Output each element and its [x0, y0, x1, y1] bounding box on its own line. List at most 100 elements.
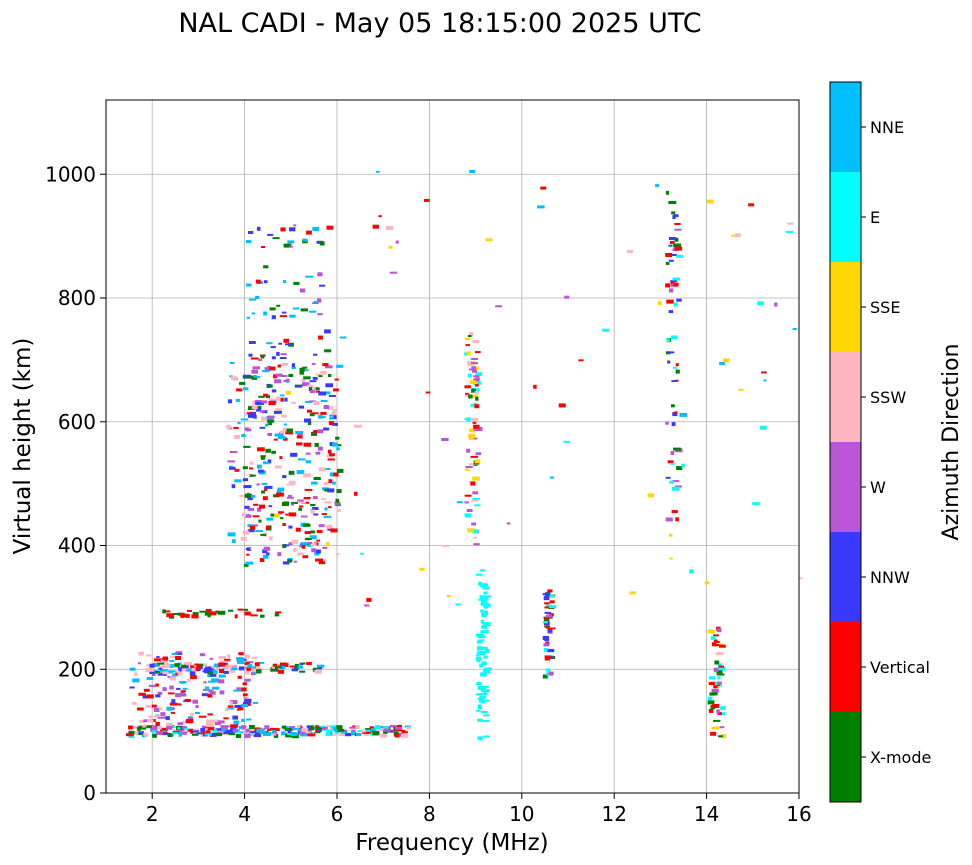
echo-mark — [274, 433, 281, 437]
echo-mark — [169, 660, 175, 662]
echo-mark — [291, 539, 299, 544]
echo-mark — [243, 608, 249, 611]
echo-mark — [213, 663, 220, 668]
echo-mark — [289, 665, 298, 668]
echo-mark — [134, 672, 138, 676]
echo-mark — [295, 385, 303, 387]
echo-mark — [180, 690, 185, 695]
echo-mark — [328, 405, 334, 410]
echo-mark — [306, 662, 312, 665]
echo-mark — [247, 507, 255, 511]
echo-mark — [484, 648, 490, 653]
echo-mark — [288, 480, 296, 485]
echo-mark — [218, 679, 225, 684]
echo-mark — [280, 375, 288, 377]
echo-mark — [329, 442, 335, 447]
echo-mark — [543, 643, 550, 647]
echo-mark — [279, 666, 283, 669]
echo-mark — [349, 726, 356, 729]
echo-mark — [257, 358, 263, 361]
echo-mark — [156, 731, 163, 735]
echo-mark — [279, 456, 283, 460]
echo-mark — [210, 611, 217, 616]
echo-mark — [203, 668, 212, 672]
echo-mark — [256, 226, 261, 231]
echo-mark — [391, 730, 396, 734]
echo-mark — [666, 338, 670, 343]
echo-mark — [157, 672, 163, 676]
echo-mark — [303, 473, 312, 478]
echo-mark — [234, 468, 240, 472]
echo-mark — [276, 351, 280, 356]
echo-mark — [291, 501, 298, 504]
echo-mark — [162, 656, 169, 661]
echo-mark — [480, 569, 486, 572]
echo-mark — [262, 370, 270, 373]
echo-mark — [173, 613, 181, 615]
echo-mark — [224, 708, 229, 712]
x-tick-label: 8 — [423, 802, 436, 826]
echo-mark — [544, 621, 549, 626]
echo-mark — [719, 712, 726, 716]
echo-mark — [233, 720, 240, 725]
echo-mark — [303, 523, 311, 527]
echo-mark — [713, 719, 721, 722]
echo-mark — [244, 654, 250, 659]
echo-mark — [276, 492, 284, 497]
echo-mark — [311, 431, 317, 436]
echo-mark — [207, 713, 213, 716]
echo-mark — [243, 563, 249, 567]
echo-mark — [668, 310, 674, 314]
echo-mark — [299, 733, 308, 737]
echo-mark — [707, 629, 715, 634]
echo-mark — [674, 411, 678, 415]
echo-mark — [230, 728, 236, 733]
echo-mark — [466, 417, 471, 422]
echo-mark — [673, 243, 681, 248]
echo-mark — [319, 284, 326, 287]
echo-mark — [311, 412, 319, 415]
echo-mark — [477, 685, 483, 690]
echo-mark — [472, 340, 480, 343]
echo-mark — [244, 678, 251, 682]
echo-mark — [249, 728, 256, 732]
echo-mark — [317, 429, 324, 434]
echo-mark — [195, 705, 199, 709]
echo-mark — [230, 724, 239, 728]
echo-mark — [302, 238, 308, 242]
echo-mark — [259, 558, 265, 562]
echo-mark — [332, 726, 338, 731]
echo-mark — [322, 546, 328, 549]
echo-mark — [478, 581, 483, 586]
echo-mark — [321, 498, 326, 501]
echo-mark — [171, 707, 175, 711]
echo-mark — [330, 528, 338, 533]
echo-mark — [361, 731, 370, 734]
echo-mark — [244, 666, 252, 669]
echo-mark — [318, 391, 326, 396]
echo-mark — [329, 414, 334, 417]
echo-mark — [273, 374, 278, 379]
echo-mark — [279, 431, 284, 436]
echo-mark — [323, 468, 331, 470]
echo-mark — [279, 517, 284, 520]
echo-mark — [192, 699, 198, 704]
echo-mark — [719, 361, 726, 365]
echo-mark — [675, 379, 679, 382]
echo-mark — [162, 730, 167, 733]
echo-mark — [757, 301, 764, 306]
echo-mark — [187, 679, 191, 682]
echo-mark — [272, 237, 280, 240]
echo-mark — [287, 732, 292, 736]
echo-mark — [305, 275, 313, 278]
echo-mark — [328, 421, 335, 426]
echo-mark — [184, 728, 189, 730]
echo-mark — [299, 663, 304, 666]
echo-mark — [285, 513, 289, 516]
echo-mark — [297, 727, 304, 732]
echo-mark — [310, 504, 316, 506]
echo-mark — [200, 733, 204, 737]
echo-mark — [357, 730, 362, 732]
echo-mark — [472, 498, 480, 500]
